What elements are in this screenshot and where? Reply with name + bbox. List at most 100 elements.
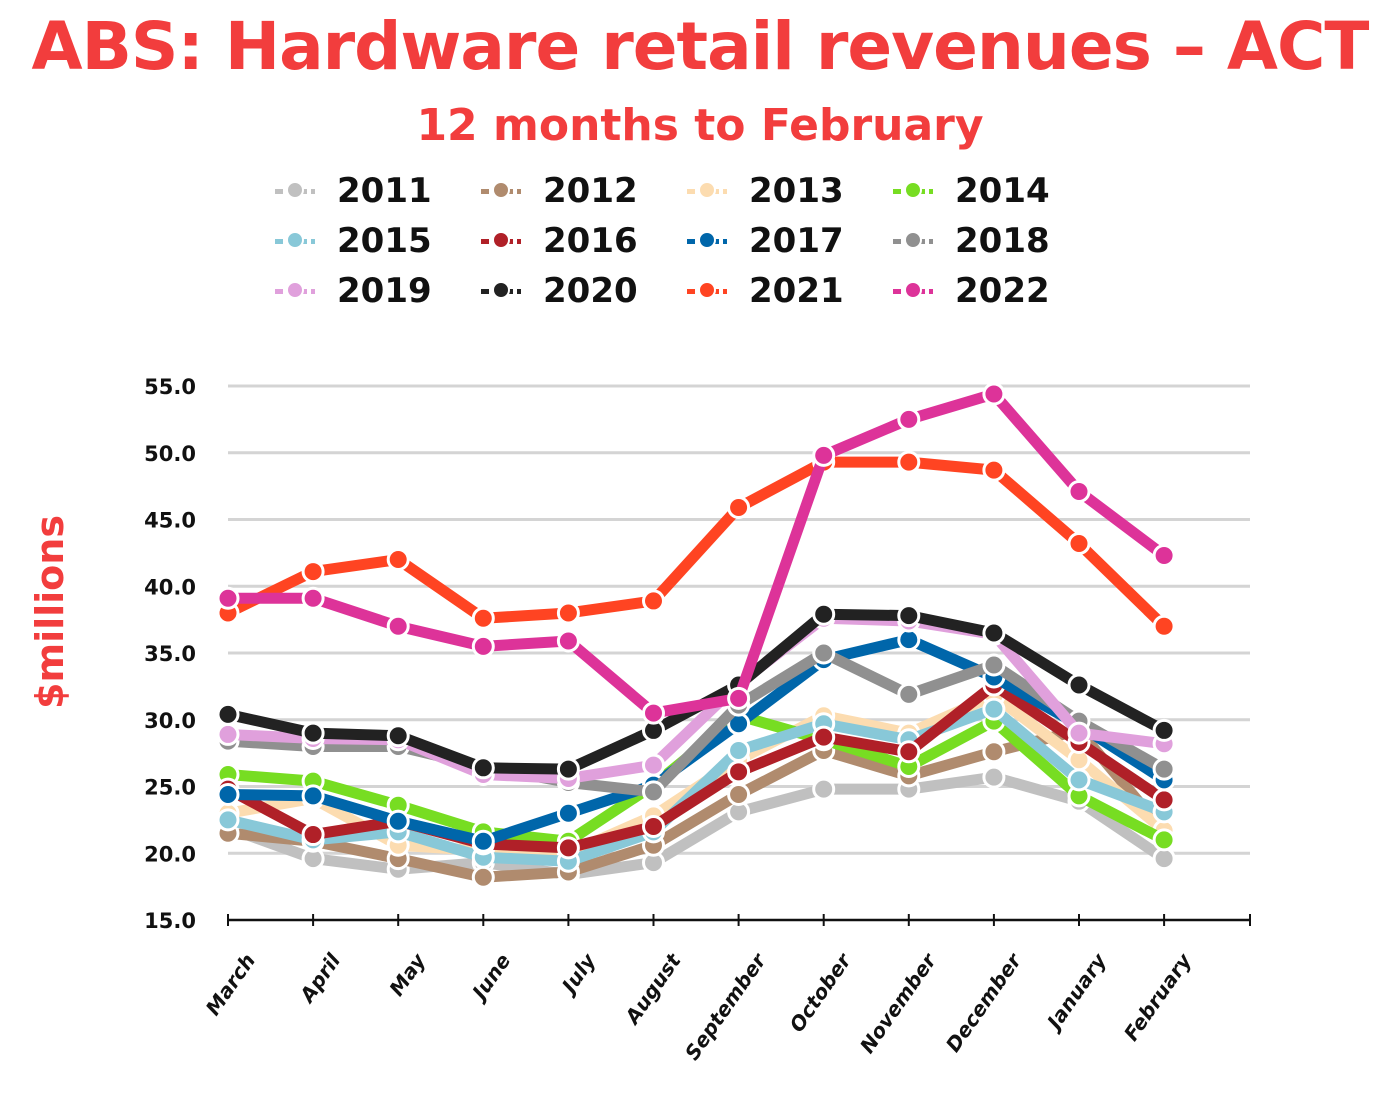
- chart-subtitle: 12 months to February: [416, 100, 984, 151]
- data-point: [1152, 757, 1176, 781]
- data-point: [727, 495, 751, 519]
- legend-label: 2013: [749, 171, 844, 211]
- legend-swatch-icon: [687, 181, 727, 199]
- data-point: [1152, 828, 1176, 852]
- series-line: [228, 388, 1168, 719]
- y-tick-label: 45.0: [144, 509, 196, 533]
- data-point: [982, 621, 1006, 645]
- legend-item: 2017: [687, 221, 893, 261]
- legend-item: 2016: [481, 221, 687, 261]
- y-tick-label: 40.0: [144, 575, 196, 599]
- data-point: [301, 784, 325, 808]
- data-point: [386, 724, 410, 748]
- legend-item: 2015: [275, 221, 481, 261]
- x-tick-label: September: [680, 948, 771, 1064]
- data-point: [897, 628, 921, 652]
- data-point: [897, 407, 921, 431]
- data-point: [1152, 788, 1176, 812]
- data-point: [216, 783, 240, 807]
- data-point: [556, 757, 580, 781]
- legend-item: 2021: [687, 271, 893, 311]
- data-point: [216, 586, 240, 610]
- y-tick-label: 15.0: [144, 909, 196, 933]
- legend-swatch-icon: [275, 281, 315, 299]
- legend-item: 2013: [687, 171, 893, 211]
- legend-label: 2011: [337, 171, 432, 211]
- data-point: [812, 641, 836, 665]
- series-2021: [216, 450, 1176, 638]
- series-group: [216, 382, 1176, 889]
- legend-swatch-icon: [481, 181, 521, 199]
- legend-label: 2019: [337, 271, 432, 311]
- data-point: [982, 697, 1006, 721]
- data-point: [301, 721, 325, 745]
- x-tick-label: July: [555, 948, 601, 1000]
- legend-label: 2020: [543, 271, 638, 311]
- legend-swatch-icon: [481, 281, 521, 299]
- data-point: [1152, 614, 1176, 638]
- series-line: [225, 679, 1168, 854]
- legend-label: 2021: [749, 271, 844, 311]
- data-point: [216, 702, 240, 726]
- data-point: [642, 589, 665, 613]
- x-tick-label: April: [294, 948, 346, 1008]
- data-point: [386, 548, 410, 572]
- y-tick-label: 20.0: [144, 842, 196, 866]
- series-2022: [216, 382, 1176, 725]
- data-point: [386, 809, 410, 833]
- data-point: [1152, 847, 1176, 871]
- data-point: [556, 601, 580, 625]
- data-point: [471, 606, 495, 630]
- legend-label: 2018: [955, 221, 1050, 261]
- legend-swatch-icon: [893, 231, 933, 249]
- legend-swatch-icon: [687, 281, 727, 299]
- data-point: [897, 450, 921, 474]
- legend-label: 2012: [543, 171, 638, 211]
- data-point: [812, 602, 836, 626]
- legend-label: 2014: [955, 171, 1050, 211]
- legend-label: 2015: [337, 221, 432, 261]
- x-tick-label: August: [619, 948, 686, 1030]
- data-point: [727, 686, 751, 710]
- data-point: [301, 586, 325, 610]
- y-tick-label: 30.0: [144, 709, 196, 733]
- data-point: [642, 815, 665, 839]
- y-tick-label: 50.0: [144, 442, 196, 466]
- data-point: [1067, 721, 1091, 745]
- data-point: [386, 614, 410, 638]
- legend-swatch-icon: [687, 231, 727, 249]
- data-point: [301, 823, 325, 847]
- legend-label: 2017: [749, 221, 844, 261]
- data-point: [1067, 532, 1091, 556]
- data-point: [1067, 673, 1091, 697]
- data-point: [1067, 479, 1091, 503]
- legend-swatch-icon: [893, 281, 933, 299]
- series-line: [225, 456, 1168, 631]
- legend-item: 2022: [893, 271, 1099, 311]
- data-point: [556, 629, 580, 653]
- x-tick-label: January: [1040, 948, 1112, 1036]
- data-point: [812, 725, 836, 749]
- data-point: [642, 753, 665, 777]
- y-tick-label: 55.0: [144, 375, 196, 399]
- data-point: [812, 777, 836, 801]
- data-point: [556, 801, 580, 825]
- series-line: [226, 703, 1167, 867]
- data-point: [897, 682, 921, 706]
- x-tick-label: February: [1119, 948, 1197, 1045]
- data-point: [812, 443, 836, 467]
- legend-item: 2018: [893, 221, 1099, 261]
- legend: 2011 2012 2013 2014 2015 2016 2017 2018 2019 2020…: [275, 171, 1155, 311]
- legend-swatch-icon: [275, 231, 315, 249]
- legend-label: 2016: [543, 221, 638, 261]
- data-point: [897, 740, 921, 764]
- data-point: [982, 740, 1006, 764]
- data-point: [727, 760, 751, 784]
- x-tick-label: October: [785, 948, 857, 1036]
- legend-swatch-icon: [893, 181, 933, 199]
- series-line: [227, 647, 1167, 798]
- y-tick-label: 25.0: [144, 776, 196, 800]
- data-point: [301, 560, 325, 584]
